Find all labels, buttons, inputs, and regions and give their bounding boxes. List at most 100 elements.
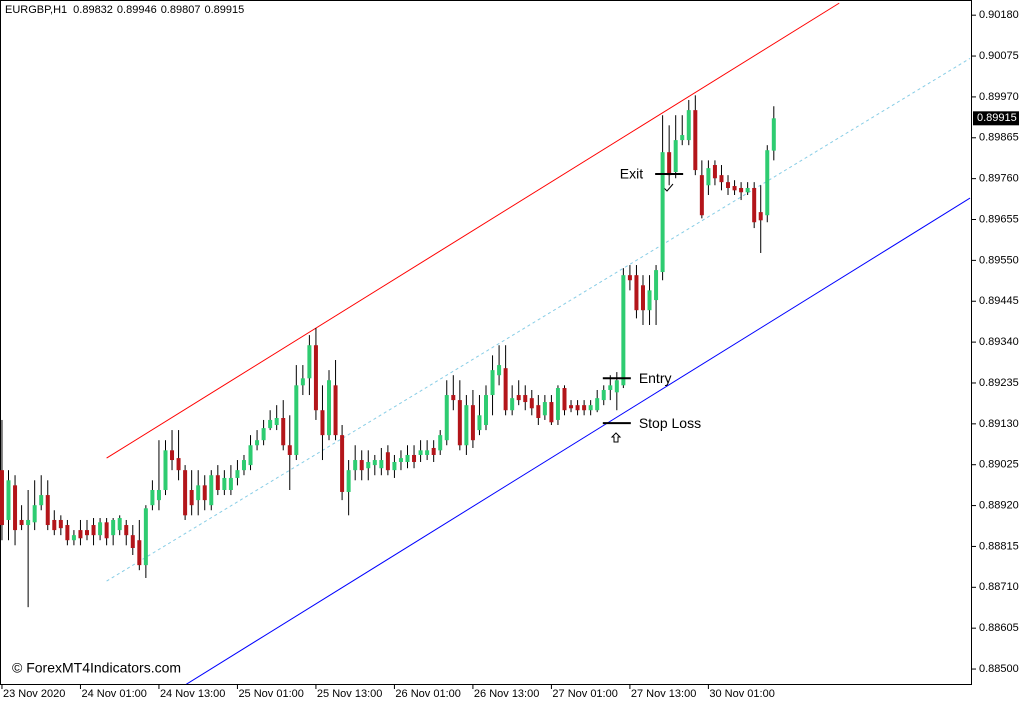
candle-body [372,460,377,466]
candle-body [654,270,659,301]
price-label-bg [973,111,1019,126]
candle-body [555,388,560,420]
x-tick-label: 24 Nov 13:00 [160,688,225,700]
candle-body [529,398,534,409]
candle-body [327,380,332,436]
candle-body [457,400,462,446]
x-tick-label: 24 Nov 01:00 [81,688,146,700]
candle-body [209,475,214,506]
symbol: EURGBP,H1 [5,4,67,16]
candle-body [183,470,188,516]
candle-body [379,460,384,469]
plot-frame [0,0,972,685]
y-tick-label: 0.89550 [979,254,1019,266]
candle-body [660,152,665,273]
candle-body [215,475,220,491]
header-high: 0.89946 [117,4,157,16]
candle-body [398,458,403,462]
candle-body [78,530,83,539]
candle-body [307,345,312,379]
candle-body [503,368,508,411]
candle-body [680,135,685,141]
candle-body [228,477,233,491]
watermark: © ForexMT4Indicators.com [12,660,181,676]
annotation-label: Entry [639,370,672,386]
y-tick-label: 0.89655 [979,213,1019,225]
candle-body [52,519,57,531]
candle-body [124,525,129,536]
header-open: 0.89832 [73,4,113,16]
candle-body [294,385,299,455]
annotation-label: Stop Loss [639,415,701,431]
candle-body [752,187,757,223]
candle-body [235,470,240,478]
candle-body [71,535,76,541]
x-tick-label: 25 Nov 13:00 [317,688,382,700]
candle-body [470,405,475,441]
candle-body [333,385,338,436]
candle-body [392,461,397,471]
candle-body [771,118,776,151]
candle-body [588,405,593,411]
up-arrow-icon [610,432,622,443]
candle-body [412,454,417,462]
x-tick-label: 26 Nov 13:00 [474,688,539,700]
candle-body [143,508,148,566]
candle-body [130,535,135,548]
y-tick-label: 0.90075 [979,50,1019,62]
candle-body [385,452,390,471]
candle-body [451,395,456,401]
y-tick-label: 0.89445 [979,295,1019,307]
candle-body [686,110,691,141]
candle-body [98,522,103,536]
candle-body [156,490,161,501]
candle-body [510,398,515,411]
candle-body [562,388,567,411]
candle-body [255,440,260,446]
candle-body [431,447,436,455]
candle-body [732,186,737,191]
annotation-label: Exit [620,166,643,182]
y-tick-label: 0.89970 [979,91,1019,103]
candle-body [673,140,678,173]
candle-body [248,445,253,466]
candle-body [418,450,423,455]
candle-body [189,490,194,506]
candle-body [58,519,63,529]
y-tick-label: 0.88710 [979,581,1019,593]
y-tick-label: 0.89025 [979,459,1019,471]
candle-body [346,470,351,492]
header-close: 0.89915 [204,4,244,16]
candle-body [274,418,279,426]
candle-body [241,460,246,471]
x-tick-label: 27 Nov 01:00 [552,688,617,700]
candle-body [32,505,37,523]
candle-body [268,419,273,429]
candle-body [438,435,443,451]
candle-body [340,435,345,492]
channel-line [106,57,971,582]
candle-body [137,540,142,566]
y-tick-label: 0.89130 [979,418,1019,430]
candle-body [634,275,639,311]
candle-body [569,405,574,409]
chart-header: EURGBP,H1 0.89832 0.89946 0.89807 0.89915 [5,4,244,16]
candle-body [647,290,652,311]
candle-body [300,378,305,386]
y-tick-label: 0.89235 [979,377,1019,389]
candle-body [19,519,24,526]
y-tick-label: 0.89760 [979,173,1019,185]
candle-body [699,175,704,216]
candle-body [222,477,227,491]
candle-body [523,395,528,403]
candle-body [601,389,606,401]
candle-body [13,485,18,531]
candle-body [405,454,410,462]
candle-body [150,490,155,506]
candle-body [176,458,181,471]
candle-body [444,395,449,441]
candle-body [497,365,502,376]
candle-body [91,525,96,536]
